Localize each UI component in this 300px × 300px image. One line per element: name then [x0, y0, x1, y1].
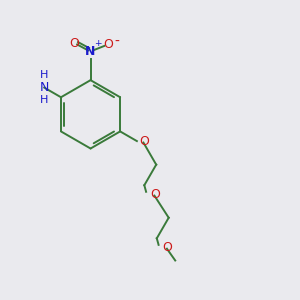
- Text: O: O: [69, 37, 79, 50]
- Text: O: O: [103, 38, 113, 51]
- Text: N: N: [85, 45, 96, 58]
- Text: O: O: [139, 135, 149, 148]
- Text: H: H: [40, 70, 48, 80]
- Text: H: H: [40, 95, 48, 105]
- Text: N: N: [40, 81, 49, 94]
- Text: +: +: [94, 39, 102, 48]
- Text: O: O: [162, 241, 172, 254]
- Text: O: O: [150, 188, 160, 201]
- Text: -: -: [114, 34, 119, 49]
